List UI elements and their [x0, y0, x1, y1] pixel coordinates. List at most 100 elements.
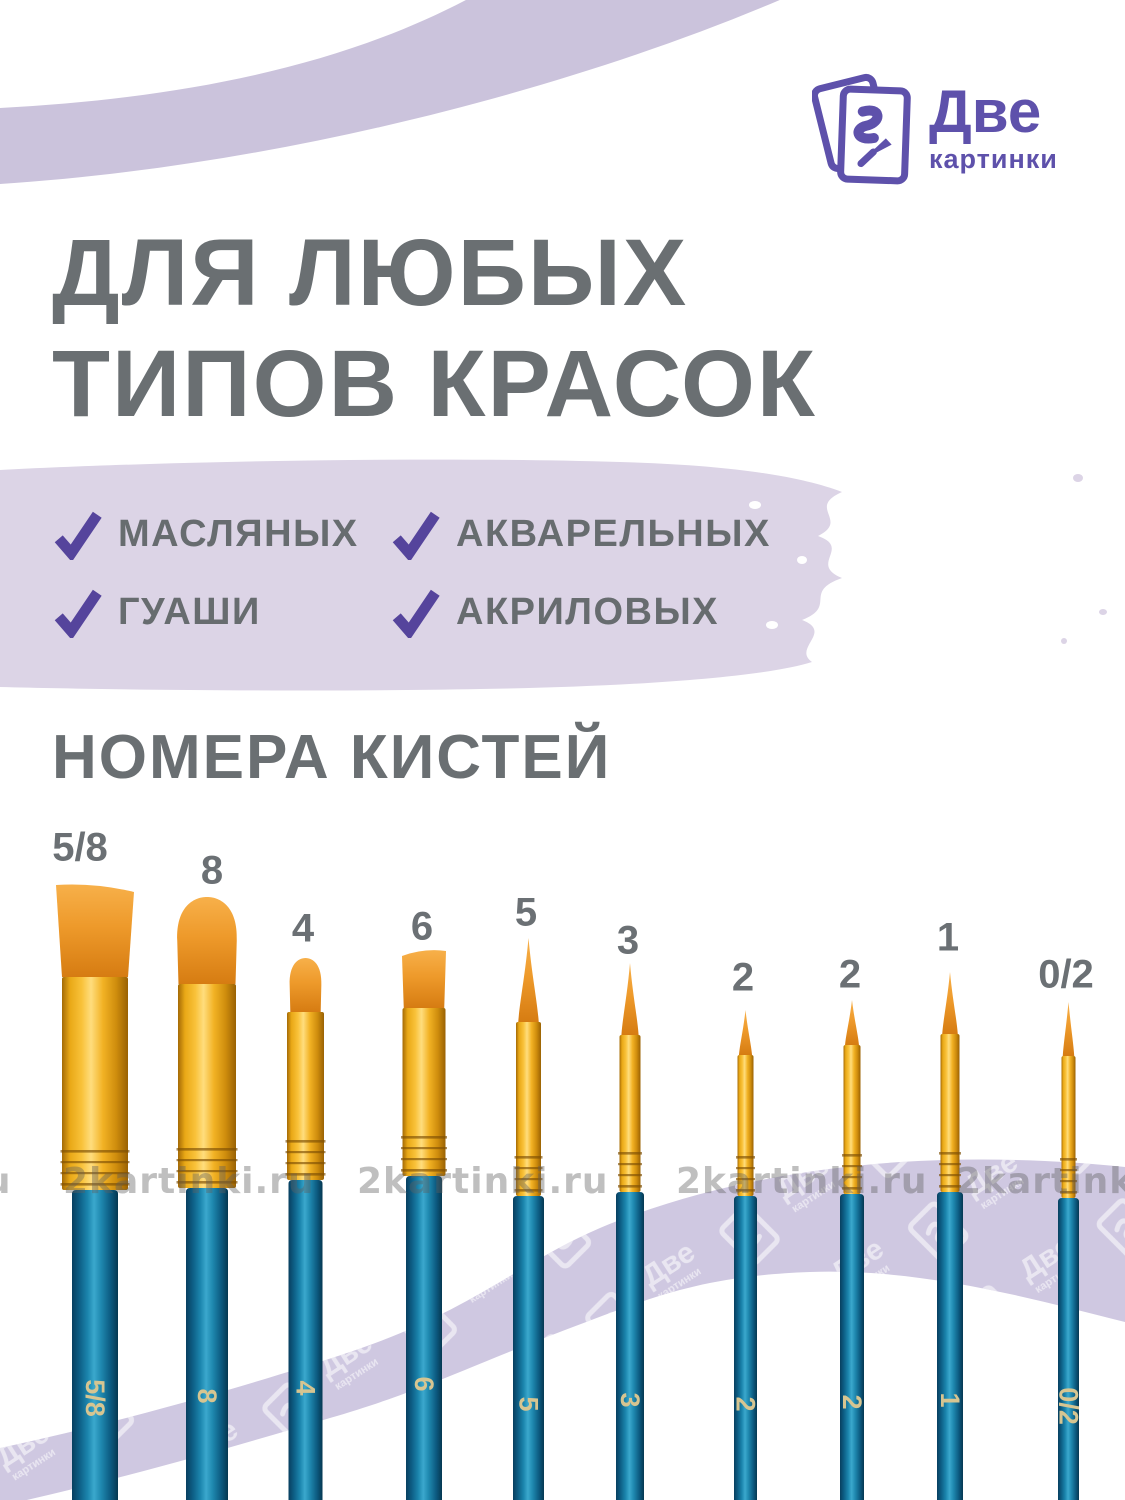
brush-bristles: [289, 958, 321, 1012]
ferrule-crimp-ring: [735, 1178, 755, 1181]
ferrule-crimp-ring: [1059, 1191, 1077, 1194]
checkmark-icon: [52, 586, 104, 640]
brush-photo: 2Две картинки: [730, 1010, 760, 1500]
handle-number-text: 0/2: [1054, 1387, 1083, 1425]
brush-ferrule: [515, 1022, 541, 1196]
headline: ДЛЯ ЛЮБЫХ ТИПОВ КРАСОК: [52, 218, 817, 440]
brush-handle: [840, 1194, 864, 1500]
brush-ferrule: [619, 1035, 641, 1192]
ferrule-crimp-ring: [285, 1173, 325, 1176]
brush-number-label: 3: [616, 918, 640, 963]
paint-type-label: МАСЛЯНЫХ: [118, 512, 359, 555]
brush-photo: 5/8Две картинки: [56, 884, 134, 1500]
handle-number-text: 2: [730, 1396, 760, 1411]
ferrule-crimp-ring: [939, 1174, 961, 1177]
logo-title: Две: [929, 78, 1042, 145]
checkmark-icon: [52, 508, 104, 562]
brush-bristles: [1062, 1002, 1074, 1056]
list-item: АКВАРЕЛЬНЫХ: [390, 508, 771, 562]
handle-number-text: 1: [935, 1392, 965, 1407]
brush-number-label: 4: [291, 906, 315, 951]
brush-ferrule: [62, 977, 128, 1190]
handle-number-text: 6: [409, 1376, 439, 1391]
ferrule-crimp-ring: [618, 1152, 642, 1155]
ferrule-crimp-ring: [176, 1181, 238, 1184]
brush-bristles: [517, 938, 539, 1022]
brush-ferrule: [402, 1008, 446, 1176]
ferrule-crimp-ring: [735, 1156, 755, 1159]
brush-number-label: 1: [936, 915, 960, 960]
brush-handle: [288, 1180, 322, 1500]
brush-number-label: 6: [410, 904, 434, 949]
section-title: НОМЕРА КИСТЕЙ: [52, 723, 612, 792]
ferrule-crimp-ring: [1059, 1158, 1077, 1161]
ferrule-crimp-ring: [842, 1154, 862, 1157]
ferrule-crimp-ring: [60, 1161, 130, 1164]
brush-photo: 1Две картинки: [935, 972, 965, 1500]
checkmark-icon: [390, 586, 442, 640]
brush-number-label: 5: [514, 890, 538, 935]
ferrule-crimp-ring: [176, 1170, 238, 1173]
ferrule-crimp-ring: [285, 1162, 325, 1165]
ferrule-crimp-ring: [514, 1167, 542, 1170]
brush-photo: 5Две картинки: [512, 938, 544, 1500]
brush-ferrule: [737, 1055, 753, 1196]
ferrule-crimp-ring: [176, 1148, 238, 1151]
headline-line1: ДЛЯ ЛЮБЫХ: [52, 220, 689, 326]
list-item: ГУАШИ: [52, 586, 390, 640]
ferrule-crimp-ring: [401, 1136, 447, 1139]
brush-handle: [1057, 1198, 1079, 1500]
brush-handle: [937, 1192, 963, 1500]
ferrule-crimp-ring: [60, 1183, 130, 1186]
handle-number-text: 2: [837, 1394, 867, 1409]
handle-number-text: 8: [192, 1388, 222, 1403]
brush-bristles: [621, 963, 639, 1035]
brush-ferrule: [286, 1012, 324, 1180]
brush-ferrule: [843, 1045, 861, 1194]
ferrule-crimp-ring: [618, 1185, 642, 1188]
paint-types-list: МАСЛЯНЫХ АКВАРЕЛЬНЫХ ГУАШИ АКРИЛОВЫХ: [52, 508, 771, 640]
brush-number-label: 0/2: [1038, 952, 1094, 997]
list-item: АКРИЛОВЫХ: [390, 586, 771, 640]
brush-photo: 0/2Две картинки: [1054, 1002, 1083, 1500]
brush-bristles: [942, 972, 958, 1034]
brand-logo: Две картинки: [810, 68, 1058, 193]
brush-bristles: [177, 897, 237, 984]
brush-handle: [616, 1192, 644, 1500]
ferrule-crimp-ring: [618, 1163, 642, 1166]
ferrule-crimp-ring: [1059, 1180, 1077, 1183]
ferrule-crimp-ring: [514, 1156, 542, 1159]
ferrule-crimp-ring: [618, 1174, 642, 1177]
brush-handle: [733, 1196, 757, 1500]
paint-stroke-shape: [0, 459, 1107, 691]
brush-handle: [406, 1176, 442, 1500]
brush-number-label: 2: [838, 952, 862, 997]
ferrule-crimp-ring: [735, 1167, 755, 1170]
ferrule-crimp-ring: [285, 1151, 325, 1154]
brush-photo: 6Две картинки: [401, 950, 447, 1500]
brush-bristles: [845, 1000, 859, 1045]
brush-photo: 8Две картинки: [176, 897, 238, 1500]
logo-subtitle: картинки: [929, 144, 1058, 174]
brush-bristles: [56, 884, 134, 977]
brush-bristles: [738, 1010, 752, 1055]
checkmark-icon: [390, 508, 442, 562]
brush-ferrule: [940, 1034, 960, 1192]
ferrule-crimp-ring: [401, 1147, 447, 1150]
brush-handle: [512, 1196, 544, 1500]
brush-ferrule: [178, 984, 236, 1188]
ferrule-crimp-ring: [401, 1158, 447, 1161]
paint-type-label: АКВАРЕЛЬНЫХ: [456, 512, 771, 555]
handle-number-text: 5/8: [80, 1379, 110, 1417]
brush-number-label: 5/8: [52, 825, 108, 870]
ferrule-crimp-ring: [842, 1176, 862, 1179]
brush-handle: [72, 1190, 118, 1500]
ferrule-crimp-ring: [285, 1140, 325, 1143]
headline-line2: ТИПОВ КРАСОК: [52, 331, 817, 438]
top-swoosh-shape: [0, 0, 780, 184]
ferrule-crimp-ring: [514, 1178, 542, 1181]
brush-photo: 3Две картинки: [615, 963, 645, 1500]
ferrule-crimp-ring: [735, 1189, 755, 1192]
handle-number-text: 4: [290, 1380, 320, 1395]
